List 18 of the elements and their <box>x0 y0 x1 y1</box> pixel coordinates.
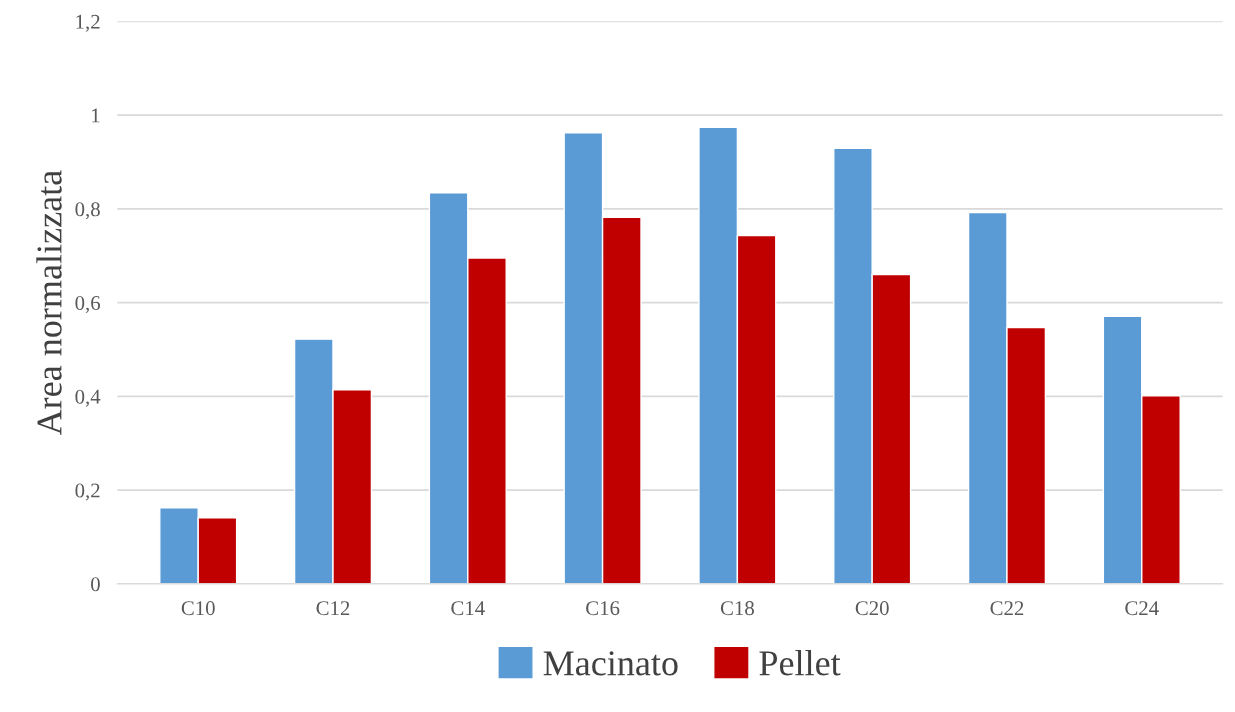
y-tick-label: 1,2 <box>76 14 100 32</box>
y-tick-label: 0,8 <box>75 202 100 220</box>
x-tick-label: C12 <box>316 601 350 616</box>
x-tick-label: C22 <box>990 601 1024 616</box>
x-tick-label: C20 <box>855 601 889 616</box>
y-tick-label: 0 <box>91 577 100 592</box>
legend-label: Macinato <box>543 651 678 676</box>
x-tick-label: C14 <box>451 601 485 616</box>
x-tick-label: C24 <box>1125 601 1159 616</box>
legend-label: Pellet <box>759 650 841 676</box>
y-tick-label: 1 <box>92 108 100 123</box>
x-tick-label: C16 <box>586 601 620 616</box>
y-tick-label: 0,6 <box>75 295 101 314</box>
x-tick-label: C18 <box>720 601 754 616</box>
y-axis-title: Area normalizzata <box>36 170 62 436</box>
x-tick-label: C10 <box>181 601 215 616</box>
y-tick-label: 0,4 <box>75 389 101 407</box>
y-tick-label: 0,2 <box>75 483 100 501</box>
